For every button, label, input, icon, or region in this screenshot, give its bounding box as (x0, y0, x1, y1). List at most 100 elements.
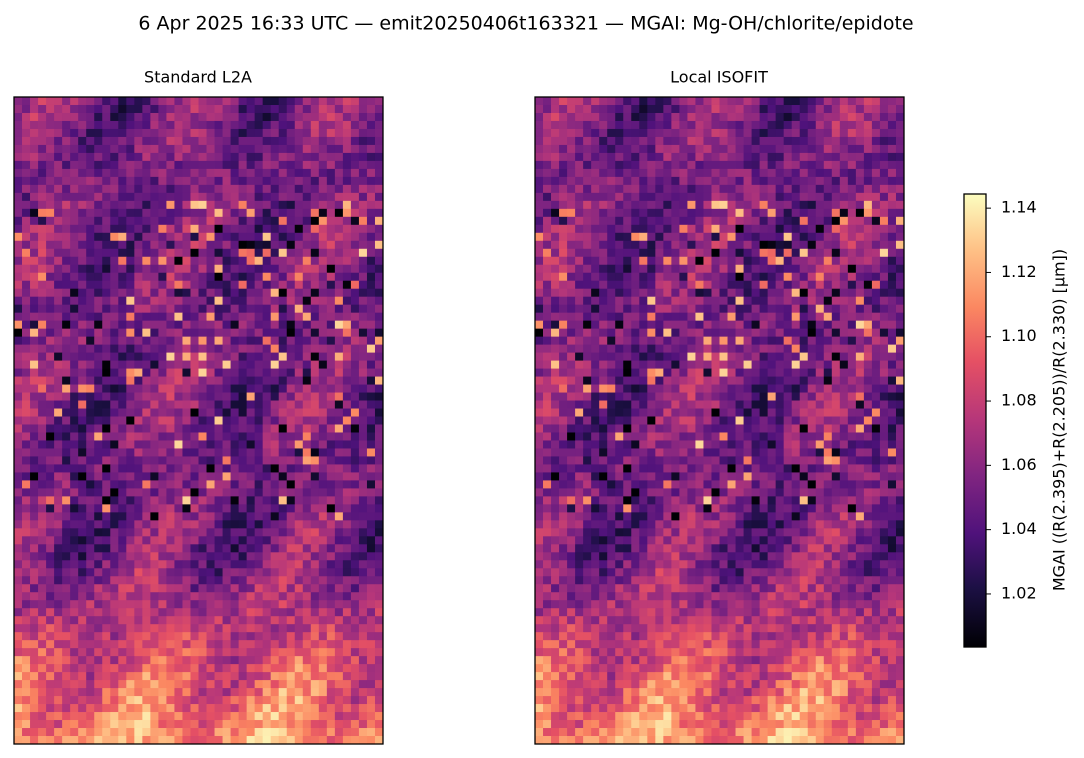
image-pixel (22, 304, 31, 314)
image-pixel (254, 200, 264, 210)
image-pixel (262, 400, 272, 409)
image-pixel (855, 280, 865, 290)
image-pixel (206, 464, 215, 473)
image-pixel (230, 112, 240, 122)
image-pixel (302, 680, 312, 689)
image-pixel (711, 264, 720, 274)
image-pixel (142, 360, 151, 369)
image-pixel (150, 432, 159, 441)
image-pixel (366, 112, 376, 122)
image-pixel (30, 240, 39, 250)
image-pixel (751, 272, 761, 282)
image-pixel (166, 680, 175, 689)
image-pixel (743, 192, 752, 202)
image-pixel (46, 496, 55, 505)
image-pixel (134, 376, 143, 385)
image-pixel (350, 576, 360, 585)
image-pixel (214, 600, 223, 609)
image-pixel (310, 248, 320, 258)
image-pixel (727, 152, 736, 162)
image-pixel (166, 504, 175, 513)
image-pixel (174, 296, 183, 306)
image-pixel (318, 360, 328, 369)
image-pixel (78, 496, 87, 505)
image-pixel (166, 104, 175, 114)
image-pixel (374, 592, 384, 601)
image-pixel (198, 152, 207, 162)
image-pixel (214, 680, 223, 689)
image-pixel (62, 424, 71, 433)
image-pixel (318, 352, 328, 361)
image-pixel (302, 520, 312, 529)
image-pixel (86, 672, 95, 681)
image-pixel (126, 360, 135, 369)
image-pixel (222, 640, 231, 649)
image-pixel (206, 97, 215, 106)
image-pixel (270, 736, 280, 745)
image-pixel (182, 312, 191, 322)
image-pixel (134, 512, 143, 521)
image-pixel (22, 128, 31, 138)
image-pixel (831, 240, 841, 250)
image-pixel (230, 208, 240, 218)
image-pixel (190, 272, 199, 282)
image-pixel (38, 248, 47, 258)
image-pixel (46, 736, 55, 745)
image-pixel (535, 136, 544, 146)
image-pixel (190, 512, 199, 521)
image-pixel (559, 232, 568, 242)
image-pixel (150, 384, 159, 393)
image-pixel (70, 624, 79, 633)
image-pixel (182, 456, 191, 465)
image-pixel (270, 608, 280, 617)
image-pixel (142, 344, 151, 354)
image-pixel (871, 136, 881, 146)
image-pixel (142, 320, 151, 330)
image-pixel (695, 160, 704, 170)
image-pixel (278, 392, 288, 401)
image-pixel (238, 456, 248, 465)
image-pixel (302, 496, 312, 505)
image-pixel (70, 232, 79, 242)
image-pixel (551, 136, 560, 146)
image-pixel (799, 112, 809, 122)
image-pixel (687, 176, 696, 186)
image-pixel (366, 384, 376, 393)
image-pixel (46, 144, 55, 154)
image-pixel (839, 160, 849, 170)
image-pixel (110, 568, 119, 577)
image-pixel (262, 712, 272, 721)
image-pixel (70, 496, 79, 505)
image-pixel (286, 480, 296, 489)
image-pixel (70, 208, 79, 218)
image-pixel (599, 112, 608, 122)
image-pixel (302, 664, 312, 673)
image-pixel (567, 256, 576, 266)
image-pixel (246, 248, 256, 258)
image-pixel (254, 688, 264, 697)
image-pixel (70, 344, 79, 354)
image-pixel (262, 272, 272, 282)
image-pixel (54, 632, 63, 641)
image-pixel (318, 544, 328, 553)
image-pixel (374, 112, 384, 122)
image-pixel (262, 416, 272, 425)
image-pixel (855, 104, 865, 114)
image-pixel (86, 304, 95, 314)
image-pixel (126, 632, 135, 641)
image-pixel (54, 544, 63, 553)
image-pixel (86, 256, 95, 266)
image-pixel (326, 112, 336, 122)
image-pixel (150, 520, 159, 529)
image-pixel (374, 304, 384, 314)
image-pixel (246, 328, 256, 338)
image-pixel (206, 336, 215, 346)
image-pixel (695, 312, 704, 322)
image-pixel (286, 240, 296, 250)
image-pixel (262, 592, 272, 601)
image-pixel (254, 376, 264, 385)
image-pixel (350, 544, 360, 553)
image-pixel (38, 288, 47, 298)
image-pixel (719, 97, 728, 106)
image-pixel (126, 256, 135, 266)
